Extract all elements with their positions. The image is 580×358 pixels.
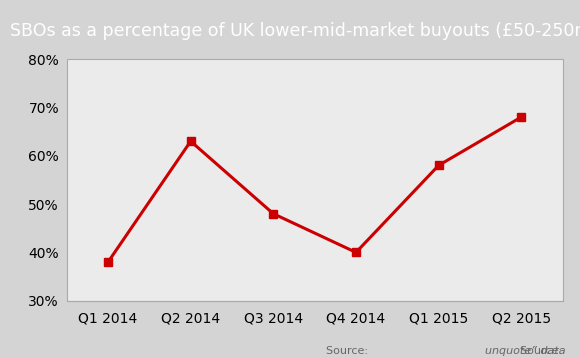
Text: unquote” data: unquote” data xyxy=(485,346,566,356)
Text: Source:: Source: xyxy=(326,346,371,356)
Text: SBOs as a percentage of UK lower-mid-market buyouts (£50-250m): SBOs as a percentage of UK lower-mid-mar… xyxy=(10,22,580,40)
Text: Source:: Source: xyxy=(520,346,566,356)
Bar xyxy=(67,59,563,301)
